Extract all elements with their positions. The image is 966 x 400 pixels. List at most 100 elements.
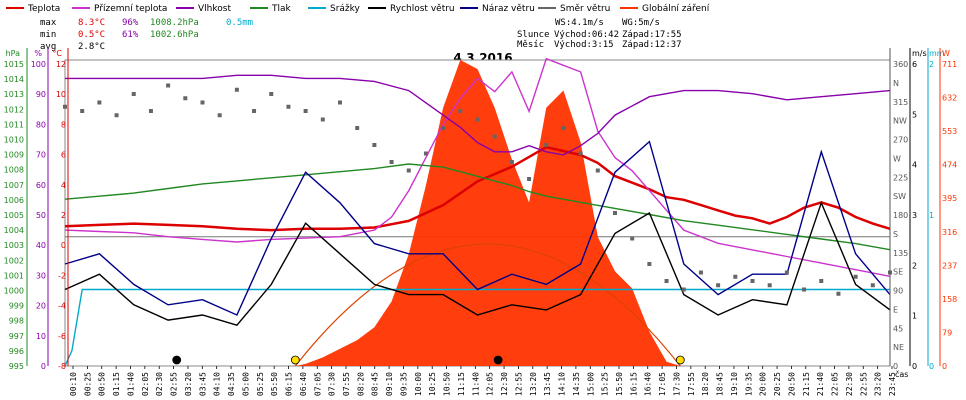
wind-dir-point-35 [664,279,669,283]
astro-sun-rise: Východ:06:42 [554,30,619,40]
temperature-axis-tick-2: 8 [61,120,66,129]
wind-dir-point-32 [613,211,617,215]
wind-dir-point-10 [234,87,239,92]
temperature-axis-tick-6: 0 [61,241,66,250]
wind-dir-point-18 [372,143,377,147]
wind-dir-point-2 [97,100,102,105]
series-line-5 [64,200,891,327]
x-tick-29: 12:05 [486,372,495,396]
direction-axis-tick-14: 45 [893,324,903,333]
pressure-axis-tick-13: 1002 [4,256,24,265]
wind-dir-point-21 [423,151,428,156]
temperature-axis-tick-10: -8 [58,362,66,371]
astro-sun-set: Západ:17:55 [622,30,682,40]
x-tick-46: 19:10 [730,372,739,396]
x-tick-3: 01:15 [112,372,121,396]
humidity-axis-tick-0: 100 [31,60,46,69]
humidity-axis-tick-9: 10 [36,332,46,341]
x-tick-21: 08:45 [371,372,380,396]
radiation-axis-tick-9: 0 [942,362,947,371]
wind-dir-point-33 [630,236,635,241]
rain-axis-tick-2: 0 [929,362,934,371]
wind-dir-point-22 [441,126,446,130]
x-tick-53: 22:05 [831,372,840,396]
wind-dir-point-20 [406,168,411,173]
astro-ws: WS:4.1m/s [555,18,604,28]
series-line-0 [64,145,891,232]
stat-max-press: 1008.2hPa [150,18,199,28]
direction-axis-tick-4: 270 [893,136,908,145]
humidity-axis-tick-1: 90 [36,90,46,99]
pressure-axis-tick-15: 1000 [4,287,24,296]
astro-wg: WG:5m/s [622,18,660,28]
wind-dir-point-36 [681,287,686,292]
temperature-axis-tick-1: 10 [56,90,66,99]
x-tick-17: 07:05 [313,372,322,396]
direction-axis-tick-11: SE [893,268,903,277]
legend-label-8: Globální záření [642,4,710,14]
direction-axis-tick-13: E [893,305,898,314]
wind-dir-point-7 [183,96,188,101]
x-tick-26: 10:50 [443,372,452,396]
pressure-axis-tick-11: 1004 [4,226,24,235]
astro-sun-label: Slunce [517,30,550,40]
wind-dir-point-34 [647,262,652,266]
x-tick-11: 04:35 [227,372,236,396]
wind-dir-point-3 [114,113,119,118]
legend-label-1: Přízemní teplota [94,4,167,14]
x-tick-56: 23:20 [874,372,883,396]
wind-dir-point-37 [698,270,703,275]
pressure-axis-tick-12: 1003 [4,241,24,250]
direction-axis-tick-12: 90 [893,287,903,296]
x-axis-label: čas [895,369,908,379]
plot-area [63,57,892,367]
pressure-axis-label: hPa [6,49,21,58]
wind-dir-point-40 [750,279,755,283]
direction-axis-tick-1: N [893,79,899,88]
astro-moon-rise: Východ:3:15 [554,40,614,50]
wind-dir-point-39 [733,274,738,279]
radiation-axis-label: W [942,49,950,58]
pressure-axis-tick-14: 1001 [4,271,24,280]
x-tick-8: 03:20 [184,372,193,396]
x-tick-45: 18:45 [716,372,725,396]
radiation-axis-tick-8: 79 [942,328,952,337]
humidity-axis-label: % [34,49,42,58]
wind-dir-point-16 [338,100,342,105]
sun-marker-0 [290,355,300,365]
radiation-axis-tick-7: 158 [942,295,957,304]
radiation-axis-tick-0: 711 [942,60,957,69]
humidity-axis-tick-10: 0 [41,362,46,371]
legend-label-6: Náraz větru [482,4,535,14]
x-tick-43: 17:55 [687,372,696,396]
astro-moon-set: Západ:12:37 [622,40,682,50]
x-tick-41: 17:05 [658,372,667,396]
x-tick-42: 17:30 [672,372,681,396]
humidity-axis-tick-7: 30 [36,271,46,280]
stat-min-temp: 0.5°C [78,30,105,40]
rain-axis-tick-1: 1 [929,211,934,220]
pressure-axis-tick-3: 1012 [4,105,24,114]
wind-dir-point-38 [716,283,721,288]
x-tick-2: 00:50 [98,372,107,396]
x-tick-32: 13:20 [529,372,538,396]
x-tick-39: 16:15 [629,372,638,396]
moon-marker-2 [172,355,182,365]
stat-min-press: 1002.6hPa [150,30,199,40]
pressure-axis-tick-1: 1014 [4,75,24,84]
wind-dir-point-46 [853,274,858,279]
humidity-axis-tick-8: 20 [36,302,46,311]
x-tick-38: 15:50 [615,372,624,396]
temperature-axis-tick-0: 12 [56,60,66,69]
wind-dir-point-17 [355,126,360,130]
x-tick-4: 01:40 [126,372,135,396]
x-tick-16: 06:40 [299,372,308,396]
pressure-axis-tick-2: 1013 [4,90,24,99]
x-tick-51: 21:15 [802,372,811,396]
wind-axis-tick-0: 6 [912,60,917,69]
series-line-4 [64,288,890,367]
x-tick-15: 06:15 [285,372,294,396]
series-line-1 [64,57,891,277]
wind-dir-point-13 [286,104,291,109]
